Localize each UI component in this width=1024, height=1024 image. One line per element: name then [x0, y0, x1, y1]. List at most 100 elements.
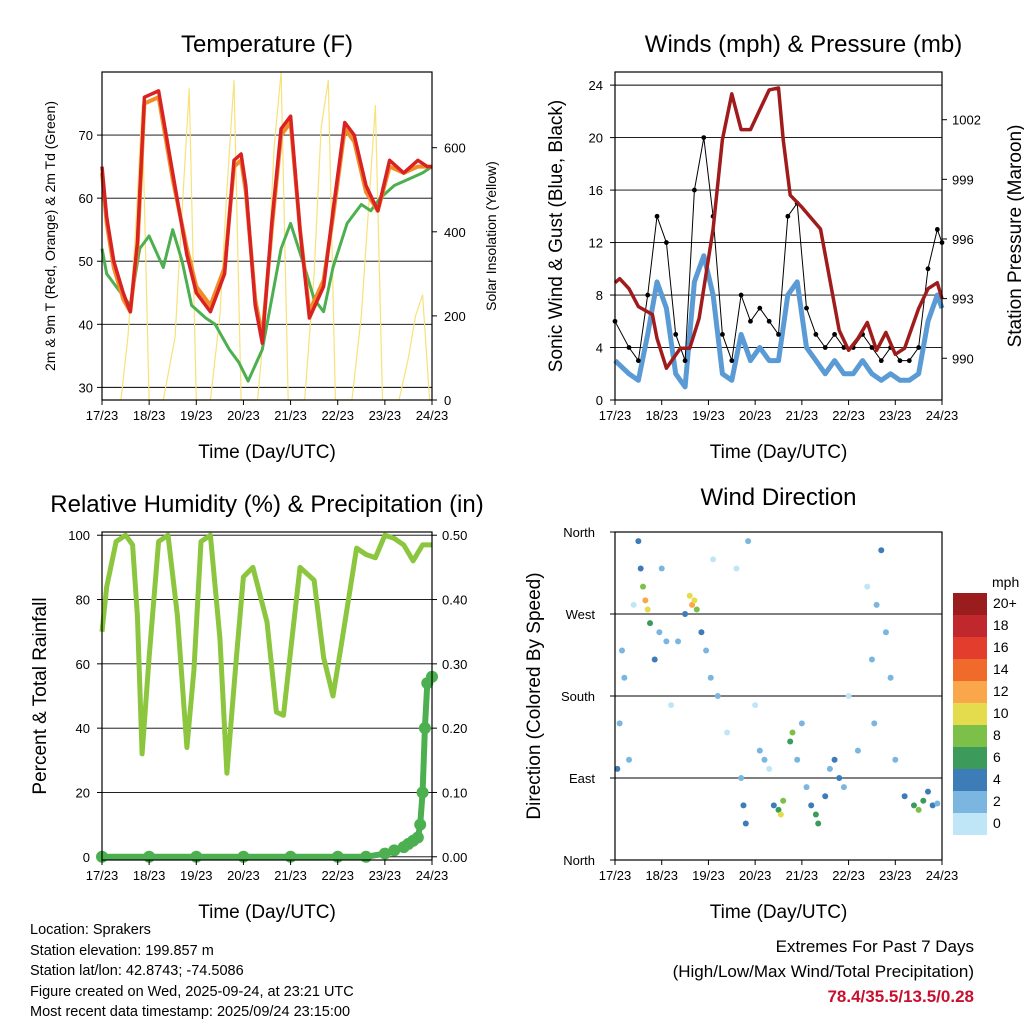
wind-direction-point — [822, 793, 829, 800]
legend-swatch — [953, 725, 987, 747]
gust-point — [878, 358, 884, 364]
winds-ytick-right-label: 990 — [952, 351, 974, 366]
winds-ytick-right-label: 996 — [952, 232, 974, 247]
humidity-ytick-right-label: 0.10 — [442, 785, 467, 800]
wind-direction-point — [640, 583, 647, 590]
winds-ytick-label: 4 — [596, 341, 603, 356]
extremes-subtitle: (High/Low/Max Wind/Total Precipitation) — [672, 962, 974, 981]
station-location: Location: Sprakers — [30, 922, 151, 938]
wind-direction-point — [775, 806, 782, 813]
wind-direction-point — [635, 538, 642, 545]
wind-direction-point — [621, 674, 628, 681]
station-info: Location: Sprakers Station elevation: 19… — [30, 920, 354, 1023]
extremes-title: Extremes For Past 7 Days — [775, 937, 974, 956]
legend-label: 12 — [993, 683, 1009, 699]
wind-direction-point — [929, 802, 936, 809]
wind-direction-point — [920, 797, 927, 804]
winds-title: Winds (mph) & Pressure (mb) — [645, 31, 962, 58]
station-elevation: Station elevation: 199.857 m — [30, 942, 214, 959]
winds-ytick-label: 12 — [589, 236, 603, 251]
wind-direction-ytick-label: South — [561, 689, 595, 704]
humidity-ytick-right-label: 0.40 — [442, 593, 467, 608]
temperature-ytick-label: 50 — [79, 254, 93, 269]
wind-direction-point — [787, 738, 794, 745]
humidity-ytick-label: 80 — [76, 593, 90, 608]
legend-swatch — [953, 813, 987, 835]
precip-point — [418, 722, 431, 735]
wind-direction-point — [770, 802, 777, 809]
wind-direction-xtick-label: 20/23 — [739, 868, 772, 883]
gust-point — [682, 358, 688, 364]
wind-direction-point — [901, 793, 908, 800]
wind-direction-xtick-label: 18/23 — [645, 868, 678, 883]
wind-direction-point — [710, 556, 717, 563]
winds-ylabel-right: Station Pressure (Maroon) — [1005, 125, 1024, 348]
wind-direction-point — [864, 583, 871, 590]
legend-swatch — [953, 703, 987, 725]
wind-direction-title: Wind Direction — [700, 484, 856, 511]
gust-point — [654, 213, 660, 219]
wind-direction-point — [871, 720, 878, 727]
wind-direction-point — [742, 820, 749, 827]
wind-direction-xtick-label: 24/23 — [926, 868, 959, 883]
wind-direction-point — [840, 784, 847, 791]
wind-direction-point — [752, 702, 759, 709]
wind-direction-point — [789, 729, 796, 736]
legend-label: 16 — [993, 639, 1009, 655]
wind-direction-point — [740, 802, 747, 809]
extremes-values: 78.4/35.5/13.5/0.28 — [827, 987, 974, 1006]
wind-direction-point — [614, 765, 621, 772]
winds-xlabel: Time (Day/UTC) — [710, 442, 848, 463]
winds-xtick-label: 19/23 — [692, 408, 725, 423]
figure-created: Figure created on Wed, 2025-09-24, at 23… — [30, 983, 354, 1000]
gust-point — [776, 332, 781, 337]
legend-swatch — [953, 615, 987, 637]
wind-direction-point — [868, 656, 875, 663]
wind-direction-point — [794, 756, 801, 763]
wind-direction-point — [733, 565, 740, 572]
precip-point — [388, 844, 401, 857]
temperature-xtick-label: 19/23 — [180, 408, 213, 423]
wind-direction-point — [812, 811, 819, 818]
wind-direction-point — [724, 729, 731, 736]
temperature-xtick-label: 17/23 — [86, 408, 119, 423]
precip-point — [360, 850, 372, 863]
wind-direction-ytick-label: North — [563, 525, 595, 540]
wind-direction-point — [707, 674, 714, 681]
wind-direction-point — [934, 800, 941, 807]
series-station-pressure — [613, 86, 944, 370]
legend-label: 8 — [993, 727, 1001, 743]
temperature-ytick-label: 70 — [79, 128, 93, 143]
humidity-xtick-label: 17/23 — [86, 868, 119, 883]
winds-xtick-label: 17/23 — [599, 408, 632, 423]
gust-point — [738, 292, 744, 298]
temperature-ytick-label: 60 — [79, 191, 93, 206]
series-gust — [614, 137, 943, 362]
humidity-ytick-right-label: 0.00 — [442, 850, 467, 865]
temperature-ylabel-right: Solar Insolation (Yellow) — [483, 161, 499, 311]
humidity-ytick-label: 60 — [76, 657, 90, 672]
winds-xtick-label: 23/23 — [879, 408, 912, 423]
wind-direction-xtick-label: 22/23 — [832, 868, 865, 883]
winds-ytick-right-label: 999 — [952, 172, 974, 187]
wind-direction-point — [668, 702, 675, 709]
legend-swatch — [953, 637, 987, 659]
gust-point — [832, 332, 837, 337]
wind-direction-point — [892, 756, 899, 763]
wind-direction-xtick-label: 19/23 — [692, 868, 725, 883]
temperature-xtick-label: 23/23 — [369, 408, 402, 423]
wind-direction-point — [826, 765, 833, 772]
wind-direction-point — [738, 775, 745, 781]
winds-xtick-label: 24/23 — [926, 408, 959, 423]
wind-direction-point — [651, 656, 658, 663]
winds-ytick-label: 0 — [596, 393, 603, 408]
wind-direction-point — [663, 638, 670, 645]
legend-label: 2 — [993, 793, 1001, 809]
gust-point — [822, 345, 828, 350]
wind-direction-point — [887, 674, 894, 681]
humidity-ytick-label: 0 — [83, 850, 90, 865]
wind-direction-point — [658, 565, 665, 572]
wind-direction-point — [686, 592, 693, 599]
gust-point — [673, 332, 679, 337]
